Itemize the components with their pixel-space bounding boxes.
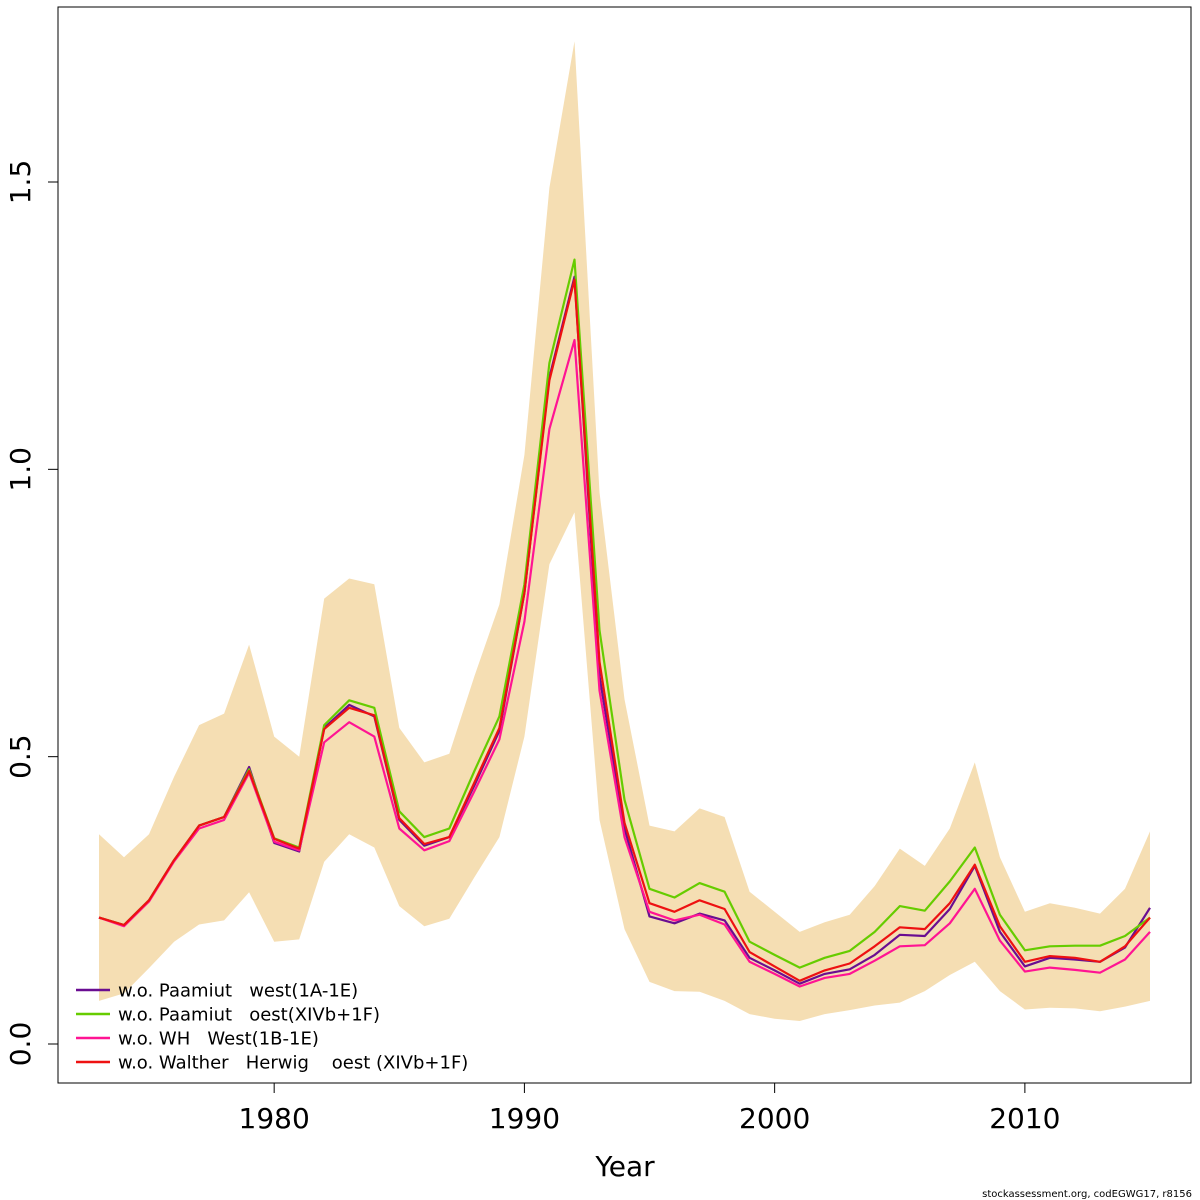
x-tick-label: 2000: [739, 1102, 810, 1135]
legend-label-3: w.o. WH West(1B-1E): [118, 1029, 319, 1050]
x-tick-label: 1980: [239, 1102, 310, 1135]
y-axis: 0.0 0.5 1.0 1.5: [4, 160, 59, 1067]
series-layer: [98, 258, 1151, 988]
y-tick-label: 0.0: [4, 1022, 37, 1067]
footer-credit: stockassessment.org, codEGWG17, r8156: [982, 1189, 1192, 1200]
y-tick-label: 1.5: [4, 160, 37, 205]
y-tick-label: 1.0: [4, 447, 37, 492]
legend: w.o. Paamiut west(1A-1E) w.o. Paamiut oes…: [76, 981, 468, 1074]
x-axis: 1980 1990 2000 2010: [239, 1082, 1061, 1135]
x-tick-label: 2010: [989, 1102, 1060, 1135]
y-tick-label: 0.5: [4, 734, 37, 779]
series-line-4: [98, 278, 1151, 982]
legend-label-1: w.o. Paamiut west(1A-1E): [118, 981, 358, 1002]
series-line-3: [98, 338, 1151, 988]
x-tick-label: 1990: [489, 1102, 560, 1135]
x-axis-title: Year: [594, 1150, 655, 1183]
legend-label-4: w.o. Walther Herwig oest (XIVb+1F): [118, 1053, 468, 1074]
confidence-band-layer: [99, 41, 1150, 1021]
confidence-band: [99, 41, 1150, 1021]
legend-label-2: w.o. Paamiut oest(XIVb+1F): [118, 1005, 380, 1026]
